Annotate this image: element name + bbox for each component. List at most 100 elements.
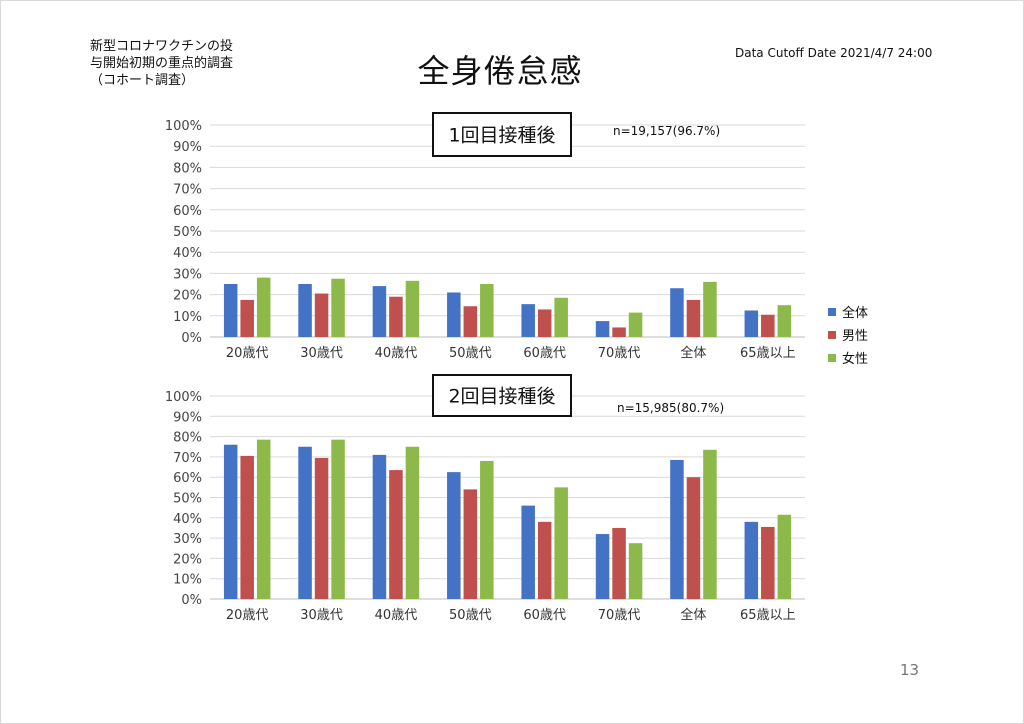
- bar-overall: [670, 459, 684, 599]
- bar-female: [331, 439, 345, 599]
- y-tick-label: 10%: [173, 310, 202, 325]
- legend-swatch-male: [828, 330, 836, 339]
- bar-female: [777, 305, 792, 337]
- x-tick-label: 50歳代: [449, 346, 492, 361]
- bar-male: [240, 455, 254, 599]
- bar-overall: [372, 454, 387, 599]
- x-tick-label: 60歳代: [523, 346, 566, 361]
- sample-size-second-dose: n=15,985(80.7%): [617, 401, 725, 415]
- page-title: 全身倦怠感: [417, 52, 583, 90]
- bar-female: [480, 284, 494, 337]
- y-tick-label: 10%: [173, 573, 202, 588]
- bar-male: [463, 489, 478, 599]
- bar-overall: [372, 286, 387, 337]
- y-tick-label: 70%: [173, 451, 202, 466]
- bar-female: [480, 460, 494, 599]
- y-tick-label: 20%: [173, 289, 202, 304]
- bar-male: [761, 526, 775, 599]
- bar-female: [628, 543, 643, 599]
- y-tick-label: 90%: [173, 410, 202, 425]
- bar-male: [314, 457, 329, 599]
- bar-overall: [223, 444, 238, 599]
- x-tick-label: 30歳代: [300, 346, 343, 361]
- legend-label-female: 女性: [842, 352, 869, 367]
- y-tick-label: 80%: [173, 431, 202, 446]
- bar-male: [389, 296, 403, 337]
- bar-overall: [670, 288, 684, 337]
- bar-overall: [521, 505, 535, 599]
- y-tick-label: 30%: [173, 267, 202, 282]
- bar-male: [612, 327, 626, 337]
- y-tick-label: 90%: [173, 140, 202, 155]
- bar-male: [537, 309, 552, 337]
- chart-second-dose: 0% 10% 20% 30% 40% 50% 60% 70% 80% 90% 100% 20歳代 30歳…: [165, 374, 805, 623]
- legend-item-male: 男性: [828, 323, 868, 346]
- data-cutoff-date: Data Cutoff Date 2021/4/7 24:00: [735, 46, 933, 60]
- bar-overall: [521, 304, 535, 337]
- bar-female: [256, 277, 271, 337]
- y-tick-label: 60%: [173, 471, 202, 486]
- y-tick-label: 30%: [173, 532, 202, 547]
- x-tick-label: 20歳代: [226, 346, 269, 361]
- x-tick-label: 70歳代: [598, 608, 641, 623]
- bar-overall: [298, 446, 312, 599]
- bar-male: [612, 527, 626, 599]
- y-tick-label: 50%: [173, 225, 202, 240]
- y-tick-label: 60%: [173, 204, 202, 219]
- bar-female: [777, 514, 792, 599]
- survey-description: 新型コロナワクチンの投 与開始初期の重点的調査 （コホート調査）: [90, 38, 233, 89]
- y-tick-label: 20%: [173, 552, 202, 567]
- chart-title-first-dose: 1回目接種後: [448, 125, 555, 147]
- bar-overall: [447, 292, 461, 337]
- bar-male: [389, 470, 403, 599]
- y-tick-label: 40%: [173, 512, 202, 527]
- bar-overall: [223, 284, 238, 337]
- x-tick-label: 50歳代: [449, 608, 492, 623]
- bar-female: [405, 446, 420, 599]
- bar-female: [331, 278, 345, 337]
- y-tick-label: 0%: [181, 593, 202, 608]
- chart-title-second-dose: 2回目接種後: [448, 386, 555, 408]
- legend-item-female: 女性: [828, 346, 868, 369]
- bar-female: [703, 281, 717, 337]
- survey-description-line-2: 与開始初期の重点的調査: [90, 56, 234, 71]
- y-tick-label: 40%: [173, 246, 202, 261]
- y-tick-label: 80%: [173, 161, 202, 176]
- bar-overall: [744, 310, 759, 337]
- y-tick-label: 70%: [173, 183, 202, 198]
- bar-overall: [595, 321, 610, 337]
- legend: 全体 男性 女性: [828, 300, 868, 369]
- bar-overall: [447, 472, 461, 599]
- x-tick-label: 30歳代: [300, 608, 343, 623]
- legend-swatch-overall: [828, 307, 836, 316]
- chart-title-box: [432, 112, 572, 157]
- bar-female: [554, 487, 568, 599]
- bar-male: [314, 293, 329, 337]
- bar-male: [537, 521, 552, 599]
- x-tick-label: 全体: [680, 607, 706, 623]
- legend-label-male: 男性: [842, 329, 869, 344]
- sample-size-first-dose: n=19,157(96.7%): [613, 124, 721, 138]
- y-tick-label: 100%: [165, 119, 202, 134]
- legend-label-overall: 全体: [842, 306, 869, 321]
- x-tick-label: 65歳以上: [740, 346, 796, 361]
- y-tick-label: 0%: [181, 331, 202, 346]
- legend-swatch-female: [828, 353, 836, 362]
- page-number: 13: [900, 661, 920, 679]
- x-tick-label: 全体: [680, 345, 706, 361]
- bar-male: [686, 299, 701, 337]
- bar-female: [554, 297, 568, 337]
- bar-male: [240, 299, 254, 337]
- bar-female: [628, 312, 643, 337]
- x-tick-label: 65歳以上: [740, 608, 796, 623]
- bar-overall: [298, 284, 312, 337]
- chart-title-box: [432, 374, 572, 417]
- bar-female: [405, 280, 420, 337]
- x-tick-label: 20歳代: [226, 608, 269, 623]
- x-tick-label: 40歳代: [375, 346, 418, 361]
- bar-male: [761, 314, 775, 337]
- chart-first-dose: 0% 10% 20% 30% 40% 50% 60% 70% 80% 90% 100% 20歳代 30歳…: [165, 112, 805, 361]
- x-tick-label: 70歳代: [598, 346, 641, 361]
- bar-male: [686, 477, 701, 599]
